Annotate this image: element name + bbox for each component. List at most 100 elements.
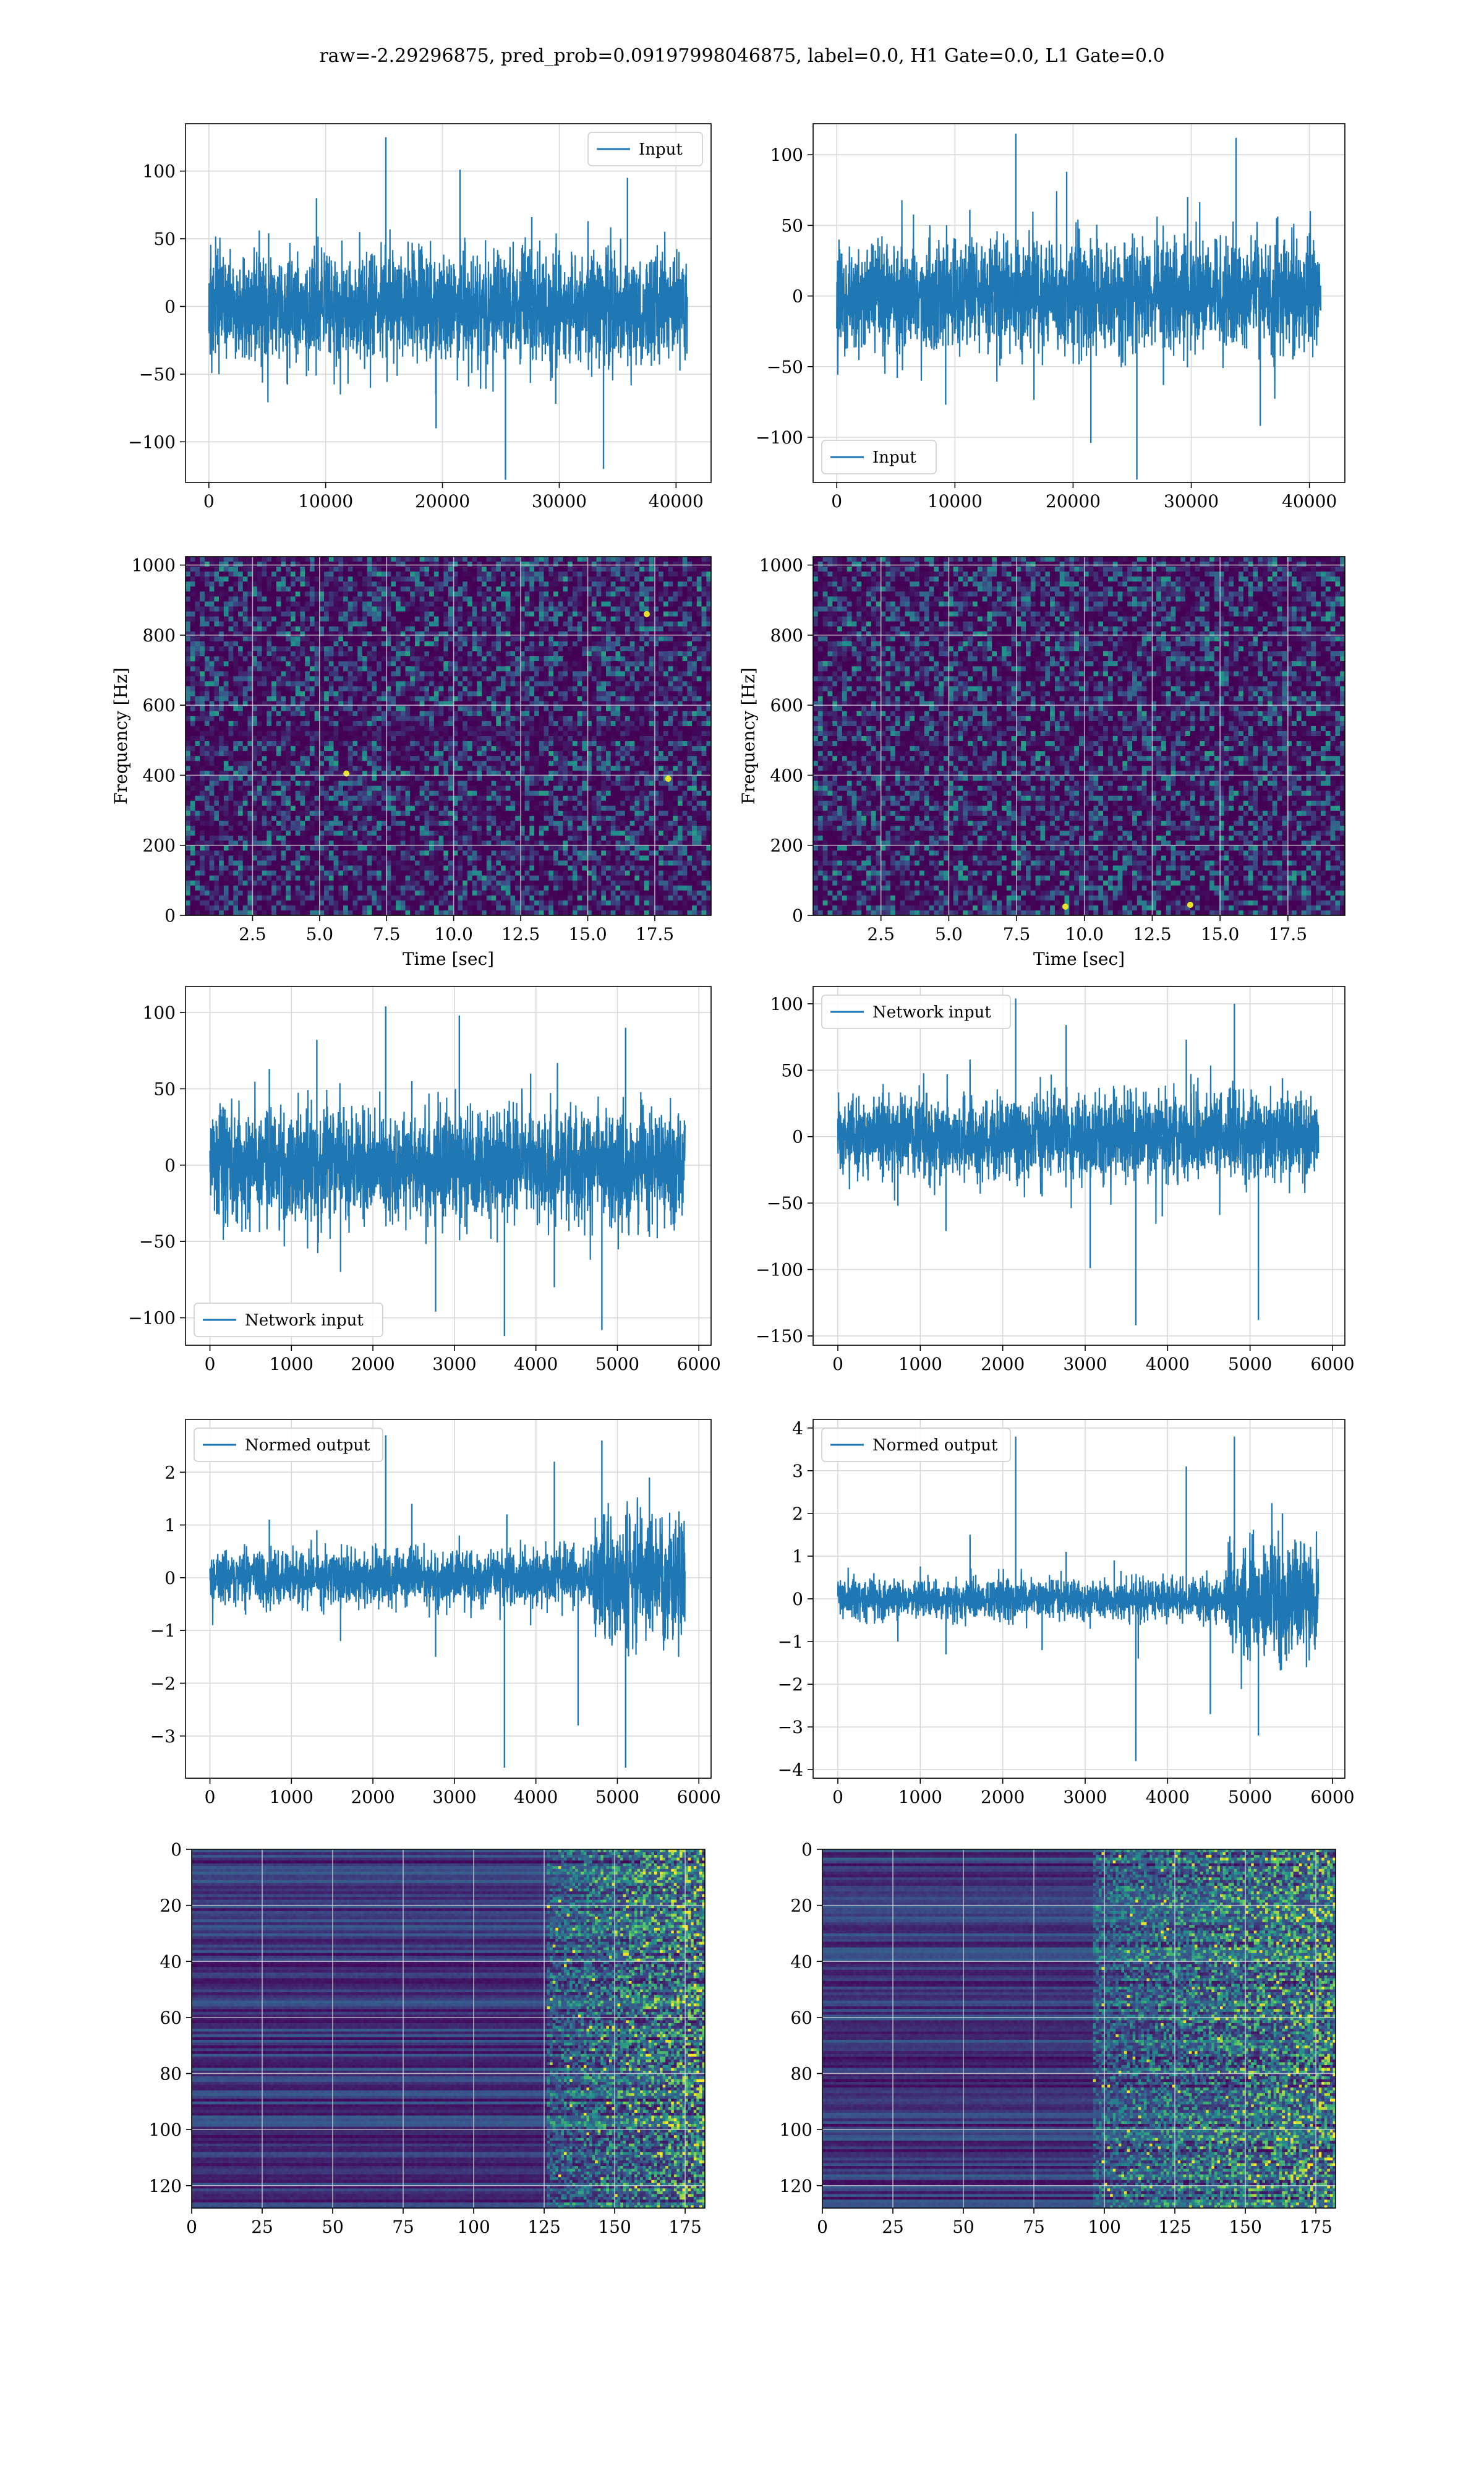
heatmap-cell [510,581,515,587]
heatmap-cell [343,711,348,717]
heatmap-cell [515,612,520,617]
heatmap-cell [200,641,205,647]
heatmap-cell [463,761,467,766]
heatmap-cell [305,636,310,642]
heatmap-cell [271,571,276,577]
heatmap-cell [515,622,520,627]
heatmap-cell [367,741,372,747]
heatmap-cell [233,721,238,727]
heatmap-cell [553,726,558,732]
heatmap-cell [281,741,286,747]
heatmap-cell [663,721,668,727]
heatmap-cell [224,756,229,761]
heatmap-cell [448,646,453,652]
heatmap-cell [324,666,329,672]
heatmap-cell [644,721,649,727]
heatmap-cell [310,741,315,747]
heatmap-cell [673,696,678,702]
heatmap-cell [224,646,229,652]
heatmap-cell [348,656,353,662]
heatmap-cell [291,676,296,682]
heatmap-cell [539,711,544,717]
heatmap-cell [558,726,563,732]
heatmap-cell [529,571,534,577]
heatmap-cell [338,661,343,667]
heatmap-cell [510,696,515,702]
heatmap-cell [697,631,702,637]
heatmap-cell [630,661,635,667]
heatmap-cell [247,711,252,717]
heatmap-cell [649,726,654,732]
heatmap-cell [467,591,472,597]
heatmap-cell [443,706,448,712]
heatmap-cell [276,746,281,751]
heatmap-cell [515,751,520,756]
heatmap-cell [205,576,210,582]
heatmap-cell [429,602,434,607]
heatmap-cell [634,567,639,572]
heatmap-cell [252,686,257,691]
heatmap-cell [649,622,654,627]
heatmap-cell [439,586,444,592]
heatmap-cell [195,591,200,597]
heatmap-cell [620,731,625,737]
heatmap-cell [338,701,343,707]
heatmap-cell [214,612,219,617]
heatmap-cell [357,631,362,637]
heatmap-cell [448,631,453,637]
heatmap-cell [296,602,301,607]
x-tick-label: 20000 [1046,491,1101,511]
heatmap-cell [186,721,190,727]
heatmap-cell [548,721,553,727]
heatmap-cell [362,746,367,751]
heatmap-cell [644,571,649,577]
heatmap-cell [205,736,210,742]
heatmap-cell [659,617,663,622]
y-tick-label: −100 [756,427,803,448]
heatmap-cell [334,746,339,751]
heatmap-cell [200,622,205,627]
heatmap-cell [659,671,663,677]
heatmap-cell [534,557,539,562]
heatmap-cell [338,721,343,727]
heatmap-cell [697,751,702,756]
heatmap-cell [190,701,195,707]
heatmap-cell [271,631,276,637]
heatmap-cell [334,761,339,766]
heatmap-cell [510,557,515,562]
heatmap-cell [229,622,234,627]
heatmap-cell [630,701,635,707]
x-tick-label: 10000 [298,491,353,511]
heatmap-cell [382,602,386,607]
heatmap-cell [434,557,439,562]
heatmap-cell [529,602,534,607]
heatmap-cell [510,731,515,737]
heatmap-cell [558,627,563,632]
heatmap-cell [262,661,267,667]
heatmap-cell [252,676,257,682]
heatmap-cell [338,696,343,702]
heatmap-cell [382,746,386,751]
heatmap-cell [620,627,625,632]
heatmap-cell [367,671,372,677]
heatmap-cell [410,656,415,662]
heatmap-cell [510,617,515,622]
heatmap-cell [683,746,688,751]
heatmap-cell [214,701,219,707]
heatmap-cell [578,686,582,691]
heatmap-cell [496,736,501,742]
heatmap-cell [615,681,620,687]
heatmap-cell [377,721,382,727]
heatmap-cell [501,596,506,602]
heatmap-cell [601,706,606,712]
heatmap-cell [329,766,334,771]
heatmap-cell [233,716,238,722]
heatmap-cell [233,596,238,602]
heatmap-cell [525,567,530,572]
heatmap-cell [477,681,482,687]
heatmap-cell [529,711,534,717]
heatmap-cell [492,576,497,582]
heatmap-cell [410,641,415,647]
heatmap-cell [463,651,467,657]
heatmap-cell [377,576,382,582]
